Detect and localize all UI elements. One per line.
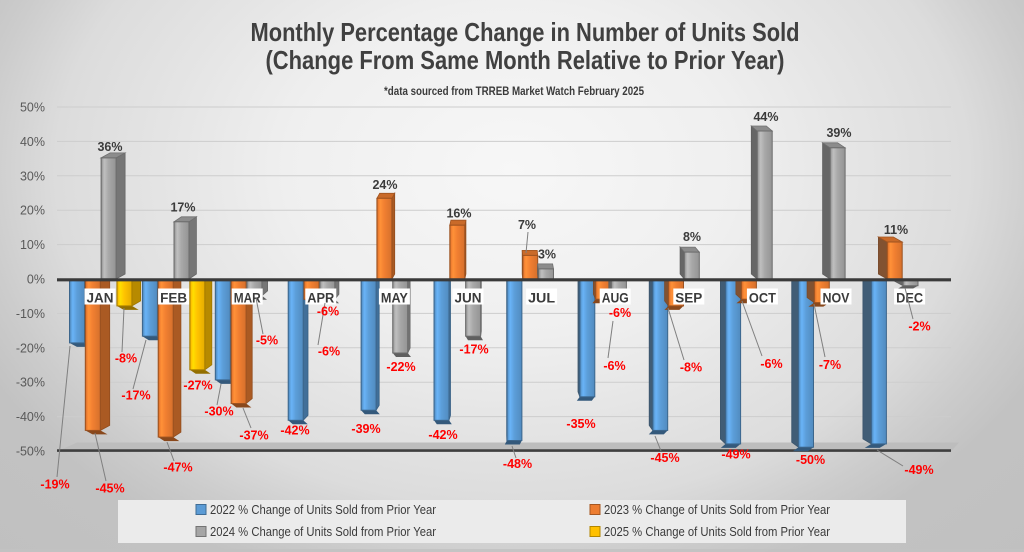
svg-text:-17%: -17% <box>121 389 150 403</box>
svg-text:-2%: -2% <box>908 320 930 334</box>
svg-text:2022 % Change of Units Sold fr: 2022 % Change of Units Sold from Prior Y… <box>210 503 436 517</box>
svg-text:10%: 10% <box>20 238 45 252</box>
svg-text:(Change From Same Month Relati: (Change From Same Month Relative to Prio… <box>266 45 785 75</box>
svg-text:2024 % Change of Units Sold fr: 2024 % Change of Units Sold from Prior Y… <box>210 525 436 539</box>
svg-text:DEC: DEC <box>896 290 923 305</box>
svg-text:NOV: NOV <box>823 290 850 305</box>
svg-text:-50%: -50% <box>16 445 45 459</box>
svg-text:-8%: -8% <box>115 352 137 366</box>
svg-text:17%: 17% <box>170 201 195 215</box>
svg-text:30%: 30% <box>20 169 45 183</box>
svg-text:-47%: -47% <box>163 461 192 475</box>
svg-text:-49%: -49% <box>904 463 933 477</box>
svg-text:-19%: -19% <box>40 478 69 492</box>
svg-text:-6%: -6% <box>603 359 625 373</box>
svg-text:-37%: -37% <box>239 429 268 443</box>
svg-text:APR: APR <box>307 290 334 305</box>
svg-text:MAR: MAR <box>234 290 261 305</box>
svg-text:0%: 0% <box>27 273 45 287</box>
svg-text:8%: 8% <box>683 230 701 244</box>
svg-text:3%: 3% <box>538 248 556 262</box>
svg-text:-40%: -40% <box>16 410 45 424</box>
svg-text:JAN: JAN <box>87 290 114 305</box>
svg-text:-30%: -30% <box>204 405 233 419</box>
svg-text:-49%: -49% <box>721 448 750 462</box>
svg-text:FEB: FEB <box>160 290 187 305</box>
svg-text:2023 % Change of Units Sold fr: 2023 % Change of Units Sold from Prior Y… <box>604 503 830 517</box>
svg-text:24%: 24% <box>372 178 397 192</box>
svg-text:MAY: MAY <box>381 290 408 305</box>
svg-text:AUG: AUG <box>602 290 629 305</box>
svg-text:Monthly Percentage Change in N: Monthly Percentage Change in Number of U… <box>251 17 800 47</box>
svg-text:-48%: -48% <box>503 457 532 471</box>
svg-text:16%: 16% <box>446 207 471 221</box>
svg-text:2025 % Change of Units Sold fr: 2025 % Change of Units Sold from Prior Y… <box>604 525 830 539</box>
svg-text:-10%: -10% <box>16 307 45 321</box>
svg-text:20%: 20% <box>20 204 45 218</box>
svg-text:44%: 44% <box>753 110 778 124</box>
svg-text:-6%: -6% <box>609 306 631 320</box>
svg-text:-27%: -27% <box>183 379 212 393</box>
svg-text:-8%: -8% <box>680 361 702 375</box>
svg-text:-39%: -39% <box>351 422 380 436</box>
svg-text:JUL: JUL <box>528 290 555 305</box>
svg-text:-50%: -50% <box>796 453 825 467</box>
svg-text:-6%: -6% <box>317 305 339 319</box>
svg-text:40%: 40% <box>20 135 45 149</box>
svg-text:-20%: -20% <box>16 341 45 355</box>
svg-text:-7%: -7% <box>819 358 841 372</box>
svg-text:39%: 39% <box>826 126 851 140</box>
svg-text:-6%: -6% <box>760 357 782 371</box>
svg-text:OCT: OCT <box>749 290 777 305</box>
svg-text:-42%: -42% <box>280 424 309 438</box>
svg-text:11%: 11% <box>884 223 908 237</box>
svg-text:-5%: -5% <box>256 334 278 348</box>
svg-text:SEP: SEP <box>675 290 702 305</box>
svg-text:-17%: -17% <box>459 343 488 357</box>
svg-text:-30%: -30% <box>16 376 45 390</box>
svg-text:50%: 50% <box>20 101 45 115</box>
svg-text:*data sourced from TRREB Marke: *data sourced from TRREB Market Watch Fe… <box>384 84 644 98</box>
svg-text:-45%: -45% <box>95 482 124 496</box>
svg-text:-35%: -35% <box>566 417 595 431</box>
svg-text:-42%: -42% <box>428 428 457 442</box>
svg-text:36%: 36% <box>97 140 122 154</box>
svg-text:-6%: -6% <box>318 345 340 359</box>
svg-text:-22%: -22% <box>386 360 415 374</box>
svg-text:-45%: -45% <box>650 451 679 465</box>
svg-text:7%: 7% <box>518 218 536 232</box>
svg-text:JUN: JUN <box>455 290 482 305</box>
